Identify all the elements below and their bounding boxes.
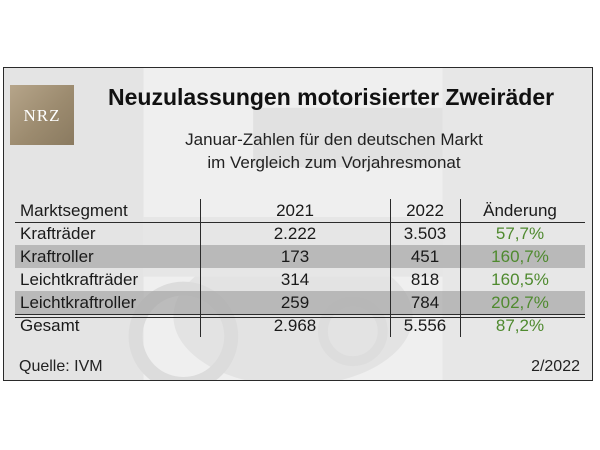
row-value-2021: 173 (280, 247, 310, 266)
logo-text: NRZ (23, 106, 61, 125)
column-divider-1 (200, 199, 201, 337)
row-value-2022: 818 (410, 270, 440, 289)
table-total-row: Gesamt 2.968 5.556 87,2% (15, 314, 585, 337)
row-value-2021: 314 (280, 270, 310, 289)
row-segment: Leichtkraftroller (20, 293, 137, 312)
infographic-card: NRZ Neuzulassungen motorisierter Zweiräd… (3, 67, 593, 381)
publication-date: 2/2022 (531, 358, 580, 375)
table-row: Leichtkraftroller 259 784 202,7% (15, 291, 585, 314)
table-header-row: Marktsegment 2021 2022 Änderung (15, 199, 585, 222)
total-divider-top (15, 314, 585, 315)
nrz-logo: NRZ (10, 85, 74, 145)
column-divider-2 (390, 199, 391, 337)
chart-subtitle: Januar-Zahlen für den deutschen Markt im… (164, 128, 504, 174)
row-value-2022: 451 (410, 247, 440, 266)
row-segment: Kraftroller (20, 247, 94, 266)
row-change: 160,7% (491, 247, 549, 266)
total-change: 87,2% (495, 316, 545, 335)
row-segment: Leichtkrafträder (20, 270, 139, 289)
row-value-2022: 3.503 (403, 224, 447, 243)
column-divider-3 (460, 199, 461, 337)
subtitle-line-2: im Vergleich zum Vorjahresmonat (207, 153, 461, 172)
header-2022: 2022 (406, 201, 444, 220)
subtitle-line-1: Januar-Zahlen für den deutschen Markt (185, 130, 483, 149)
row-value-2022: 784 (410, 293, 440, 312)
total-label: Gesamt (20, 316, 80, 335)
registrations-table: Marktsegment 2021 2022 Änderung Krafträd… (15, 199, 585, 337)
header-divider (15, 222, 585, 223)
chart-title: Neuzulassungen motorisierter Zweiräder (108, 84, 555, 110)
source-note: Quelle: IVM (19, 358, 103, 375)
table-row: Leichtkrafträder 314 818 160,5% (15, 268, 585, 291)
row-value-2021: 259 (280, 293, 310, 312)
row-change: 160,5% (491, 270, 549, 289)
header-2021: 2021 (276, 201, 314, 220)
total-2021: 2.968 (273, 316, 317, 335)
row-segment: Krafträder (20, 224, 96, 243)
header-segment: Marktsegment (20, 201, 128, 220)
table-row: Krafträder 2.222 3.503 57,7% (15, 222, 585, 245)
row-value-2021: 2.222 (273, 224, 317, 243)
header-change: Änderung (483, 201, 557, 220)
table-body: Krafträder 2.222 3.503 57,7% Kraftroller 173 4… (15, 222, 585, 314)
row-change: 202,7% (491, 293, 549, 312)
total-2022: 5.556 (403, 316, 447, 335)
row-change: 57,7% (495, 224, 545, 243)
total-divider-bottom (15, 317, 585, 318)
table-row: Kraftroller 173 451 160,7% (15, 245, 585, 268)
